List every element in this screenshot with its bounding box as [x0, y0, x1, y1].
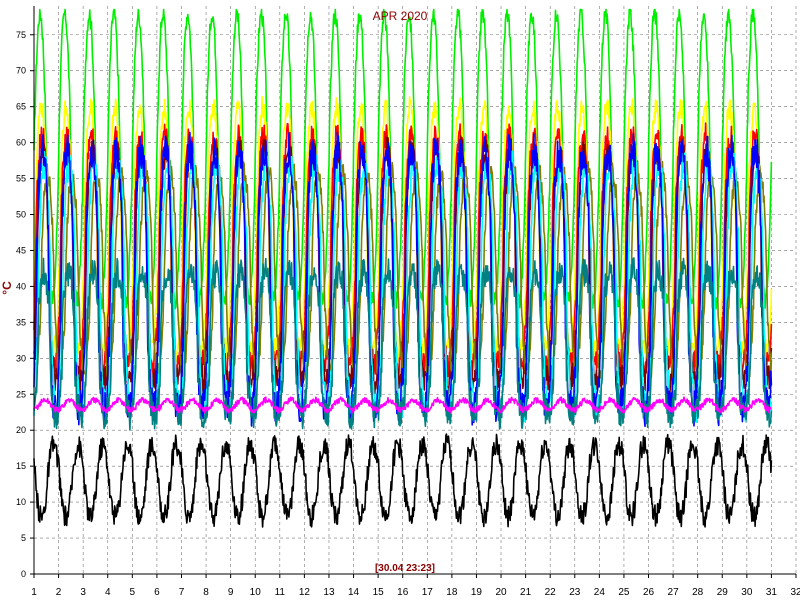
- y-tick-label: 50: [16, 210, 26, 220]
- axes: [30, 6, 797, 578]
- x-tick-label: 21: [520, 587, 532, 598]
- x-tick-label: 7: [179, 587, 185, 598]
- x-tick-label: 32: [790, 587, 800, 598]
- x-tick-label: 26: [643, 587, 655, 598]
- x-tick-label: 5: [130, 587, 136, 598]
- x-tick-label: 31: [766, 587, 778, 598]
- series-line-7: [33, 131, 773, 428]
- x-tick-label: 8: [203, 587, 209, 598]
- series-line-2: [33, 95, 773, 363]
- y-tick-label: 65: [16, 102, 26, 112]
- x-tick-label: 2: [56, 587, 62, 598]
- x-tick-label: 20: [495, 587, 507, 598]
- y-tick-label: 75: [16, 30, 26, 40]
- series-lines: [33, 8, 773, 528]
- series-line-1: [33, 8, 773, 310]
- x-tick-label: 22: [545, 587, 557, 598]
- y-tick-label: 25: [16, 389, 26, 399]
- series-line-10: [33, 433, 773, 528]
- x-tick-label: 9: [228, 587, 234, 598]
- x-tick-label: 6: [154, 587, 160, 598]
- x-tick-label: 18: [446, 587, 458, 598]
- y-tick-label: 30: [16, 353, 26, 363]
- x-tick-label: 3: [80, 587, 86, 598]
- y-tick-label: 40: [16, 281, 26, 291]
- y-tick-labels: 0 5 10 15 20 25 30 35 40 45 50 55 60 65 70 75: [16, 30, 26, 579]
- y-tick-label: 55: [16, 174, 26, 184]
- y-tick-label: 35: [16, 317, 26, 327]
- y-tick-label: 5: [21, 533, 26, 543]
- timestamp-label: [30.04 23:23]: [374, 563, 436, 574]
- y-tick-label: 0: [21, 569, 26, 579]
- y-tick-label: 15: [16, 461, 26, 471]
- x-tick-label: 4: [105, 587, 111, 598]
- x-tick-label: 13: [323, 587, 335, 598]
- x-tick-label: 24: [594, 587, 606, 598]
- x-tick-label: 30: [741, 587, 753, 598]
- x-tick-label: 27: [668, 587, 680, 598]
- y-tick-label: 70: [16, 66, 26, 76]
- y-tick-label: 10: [16, 497, 26, 507]
- x-tick-label: 23: [569, 587, 581, 598]
- chart-title: APR 2020: [372, 9, 428, 23]
- y-tick-label: 60: [16, 138, 26, 148]
- x-tick-label: 12: [299, 587, 311, 598]
- x-tick-label: 19: [471, 587, 483, 598]
- x-tick-label: 15: [373, 587, 385, 598]
- series-line-9: [33, 396, 772, 414]
- y-axis-label: °C: [0, 281, 14, 295]
- x-tick-label: 28: [692, 587, 704, 598]
- x-tick-label: 25: [618, 587, 630, 598]
- x-tick-label: 16: [397, 587, 409, 598]
- y-tick-label: 20: [16, 425, 26, 435]
- x-tick-label: 14: [348, 587, 360, 598]
- x-tick-label: 17: [422, 587, 434, 598]
- x-tick-label: 11: [275, 587, 286, 598]
- x-tick-labels: 1 2 3 4 5 6 7 8 9 10 11 12 13 14 15 16 17 18 19 20 21 22 23 24 2…: [31, 587, 800, 598]
- x-tick-label: 29: [717, 587, 729, 598]
- x-tick-label: 1: [31, 587, 37, 598]
- y-tick-label: 45: [16, 245, 26, 255]
- x-tick-label: 10: [250, 587, 262, 598]
- series-line-8: [33, 257, 773, 431]
